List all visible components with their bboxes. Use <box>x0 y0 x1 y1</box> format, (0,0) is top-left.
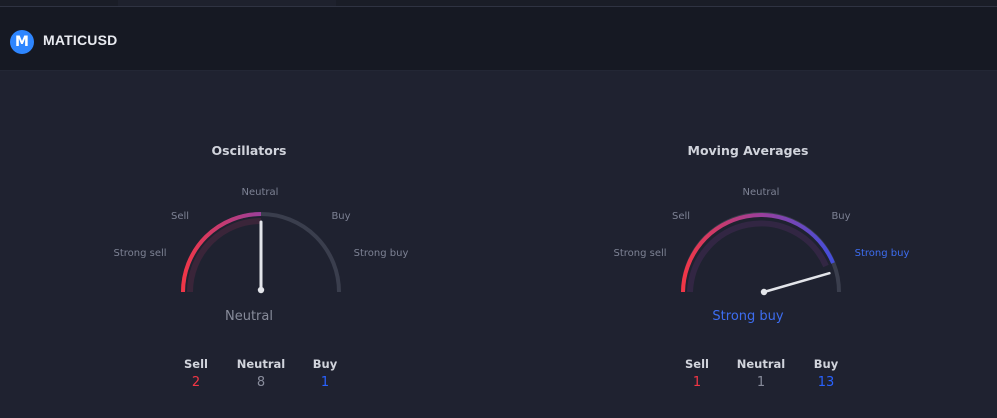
neutral-count-column: Neutral 8 <box>221 357 301 390</box>
sell-count-column: Sell 1 <box>657 357 737 390</box>
oscillators-summary: Neutral <box>225 309 273 324</box>
moving-averages-panel: Moving Averages Strong sell Sell Neutral… <box>499 71 997 418</box>
active-tab-indicator <box>118 0 336 6</box>
gauge-active-arc <box>181 212 262 293</box>
gauge-inner-shadow-arc <box>687 220 829 293</box>
gauge-label-strong-buy: Strong buy <box>855 248 910 259</box>
symbol-title[interactable]: MATICUSD <box>43 32 118 48</box>
symbol-header: M MATICUSD <box>0 7 997 71</box>
gauge-label-buy: Buy <box>331 211 350 222</box>
gauge-needle <box>762 271 831 294</box>
sell-count-value: 2 <box>191 375 201 390</box>
sell-count-value: 1 <box>692 375 702 390</box>
buy-count-value: 1 <box>320 375 330 390</box>
neutral-count-label: Neutral <box>236 357 286 371</box>
gauge-label-neutral: Neutral <box>743 187 780 198</box>
buy-count-value: 13 <box>817 375 835 390</box>
sell-count-column: Sell 2 <box>156 357 236 390</box>
gauge-label-sell: Sell <box>171 211 189 222</box>
neutral-count-label: Neutral <box>736 357 786 371</box>
sell-count-label: Sell <box>184 357 208 371</box>
gauge-label-neutral: Neutral <box>242 187 279 198</box>
moving-averages-title: Moving Averages <box>687 143 809 158</box>
moving-averages-gauge: Strong sell Sell Neutral Buy Strong buy <box>613 187 910 296</box>
gauge-label-buy: Buy <box>831 211 850 222</box>
oscillators-title: Oscillators <box>211 143 287 158</box>
gauge-needle-hub <box>257 286 265 294</box>
buy-count-label: Buy <box>813 357 839 371</box>
matic-logo-icon: M <box>10 30 34 54</box>
neutral-count-column: Neutral 1 <box>721 357 801 390</box>
neutral-count-value: 8 <box>256 375 266 390</box>
gauge-label-strong-buy: Strong buy <box>354 248 409 259</box>
top-divider <box>0 6 997 7</box>
oscillators-gauge: Strong sell Sell Neutral Buy Strong buy <box>113 187 409 294</box>
sell-count-label: Sell <box>685 357 709 371</box>
top-tab-strip <box>0 0 997 7</box>
gauge-label-sell: Sell <box>672 211 690 222</box>
gauge-needle-hub <box>760 288 768 296</box>
moving-averages-summary: Strong buy <box>712 309 784 324</box>
oscillators-panel: Oscillators Strong sell Sell Neutral Buy… <box>0 71 498 418</box>
gauge-label-strong-sell: Strong sell <box>113 248 166 259</box>
buy-count-column: Buy 1 <box>285 357 365 390</box>
buy-count-column: Buy 13 <box>786 357 866 390</box>
gauge-inner-shadow-arc <box>187 218 262 293</box>
buy-count-label: Buy <box>312 357 338 371</box>
gauge-label-strong-sell: Strong sell <box>613 248 666 259</box>
gauge-active-arc <box>681 213 835 293</box>
neutral-count-value: 1 <box>756 375 766 390</box>
